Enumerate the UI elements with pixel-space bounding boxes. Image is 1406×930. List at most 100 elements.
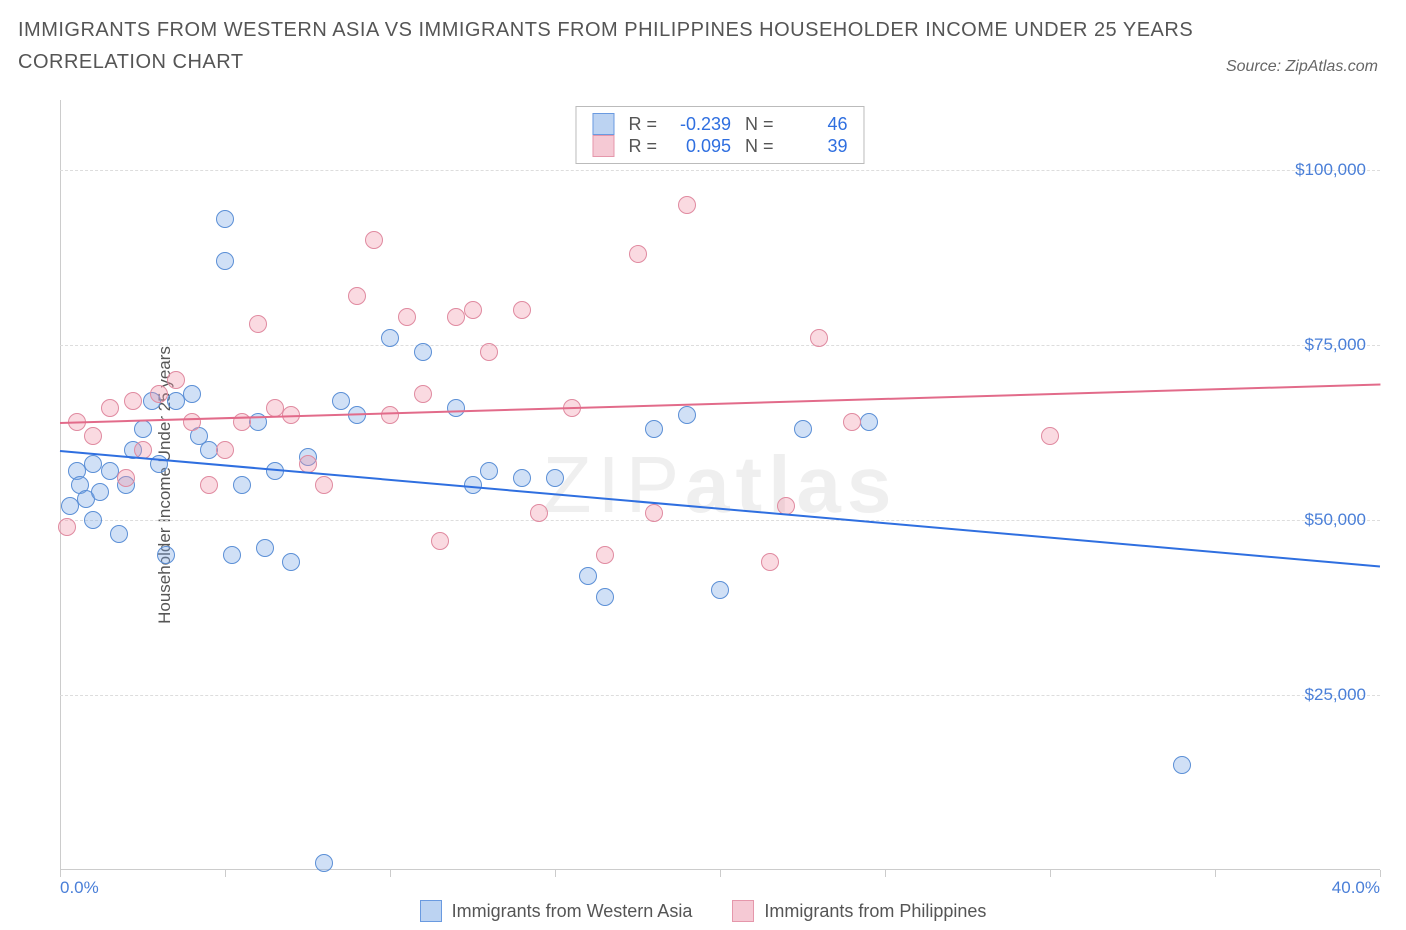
scatter-point [124, 392, 142, 410]
scatter-point [332, 392, 350, 410]
scatter-point [91, 483, 109, 501]
scatter-point [629, 245, 647, 263]
scatter-point [134, 420, 152, 438]
scatter-point [84, 455, 102, 473]
scatter-point [101, 399, 119, 417]
x-tick [60, 870, 61, 877]
y-tick-label: $25,000 [1305, 685, 1366, 705]
scatter-point [513, 301, 531, 319]
trend-line [60, 384, 1380, 424]
scatter-point [110, 525, 128, 543]
stat-value-n: 46 [788, 114, 848, 135]
source-credit: Source: ZipAtlas.com [1226, 58, 1378, 76]
stat-value-r: -0.239 [671, 114, 731, 135]
x-tick [225, 870, 226, 877]
scatter-point [223, 546, 241, 564]
y-tick-label: $100,000 [1295, 160, 1366, 180]
scatter-point [645, 420, 663, 438]
legend-swatch [420, 900, 442, 922]
x-tick [720, 870, 721, 877]
x-tick [390, 870, 391, 877]
scatter-point [761, 553, 779, 571]
scatter-point [266, 399, 284, 417]
scatter-point [447, 399, 465, 417]
scatter-point [860, 413, 878, 431]
scatter-point [365, 231, 383, 249]
scatter-point [84, 511, 102, 529]
stat-box: R = -0.239 N = 46 R = 0.095 N = 39 [575, 106, 864, 164]
scatter-point [678, 196, 696, 214]
stat-label-n: N = [745, 114, 774, 135]
x-tick [1215, 870, 1216, 877]
scatter-point [381, 406, 399, 424]
scatter-point [61, 497, 79, 515]
legend-swatch [592, 135, 614, 157]
legend-item: Immigrants from Western Asia [420, 900, 693, 922]
stat-label-r: R = [628, 136, 657, 157]
scatter-point [513, 469, 531, 487]
scatter-point [167, 371, 185, 389]
stat-label-n: N = [745, 136, 774, 157]
scatter-point [84, 427, 102, 445]
scatter-point [315, 476, 333, 494]
bottom-legend: Immigrants from Western Asia Immigrants f… [0, 900, 1406, 922]
scatter-point [645, 504, 663, 522]
scatter-point [414, 343, 432, 361]
x-tick-label: 0.0% [60, 878, 99, 898]
scatter-point [381, 329, 399, 347]
stat-value-r: 0.095 [671, 136, 731, 157]
scatter-point [1041, 427, 1059, 445]
gridline [60, 695, 1380, 696]
scatter-point [200, 441, 218, 459]
stat-row: R = 0.095 N = 39 [592, 135, 847, 157]
watermark: ZIPatlas [543, 439, 898, 531]
scatter-point [167, 392, 185, 410]
stat-value-n: 39 [788, 136, 848, 157]
chart-title: IMMIGRANTS FROM WESTERN ASIA VS IMMIGRAN… [18, 14, 1256, 78]
scatter-point [596, 546, 614, 564]
scatter-point [480, 343, 498, 361]
scatter-point [447, 308, 465, 326]
scatter-point [398, 308, 416, 326]
scatter-point [794, 420, 812, 438]
legend-swatch [592, 113, 614, 135]
scatter-point [480, 462, 498, 480]
x-tick [555, 870, 556, 877]
scatter-point [200, 476, 218, 494]
scatter-point [282, 553, 300, 571]
x-tick [885, 870, 886, 877]
legend-label: Immigrants from Western Asia [452, 901, 693, 922]
scatter-point [183, 413, 201, 431]
x-tick-label: 40.0% [1332, 878, 1380, 898]
gridline [60, 520, 1380, 521]
scatter-point [348, 287, 366, 305]
scatter-point [464, 301, 482, 319]
x-tick [1380, 870, 1381, 877]
scatter-point [1173, 756, 1191, 774]
scatter-point [58, 518, 76, 536]
scatter-point [843, 413, 861, 431]
y-tick-label: $50,000 [1305, 510, 1366, 530]
scatter-point [810, 329, 828, 347]
legend-swatch [732, 900, 754, 922]
legend-label: Immigrants from Philippines [764, 901, 986, 922]
scatter-point [157, 546, 175, 564]
stat-row: R = -0.239 N = 46 [592, 113, 847, 135]
chart-area: Householder Income Under 25 years ZIPatl… [60, 100, 1380, 870]
scatter-point [414, 385, 432, 403]
legend-item: Immigrants from Philippines [732, 900, 986, 922]
scatter-point [596, 588, 614, 606]
scatter-point [216, 210, 234, 228]
scatter-point [579, 567, 597, 585]
scatter-point [256, 539, 274, 557]
x-tick [1050, 870, 1051, 877]
scatter-point [315, 854, 333, 872]
stat-label-r: R = [628, 114, 657, 135]
y-axis-line [60, 100, 61, 870]
plot-region: ZIPatlas R = -0.239 N = 46 R = 0.095 N = 39 $25… [60, 100, 1380, 870]
scatter-point [216, 441, 234, 459]
gridline [60, 345, 1380, 346]
scatter-point [431, 532, 449, 550]
scatter-point [183, 385, 201, 403]
scatter-point [678, 406, 696, 424]
